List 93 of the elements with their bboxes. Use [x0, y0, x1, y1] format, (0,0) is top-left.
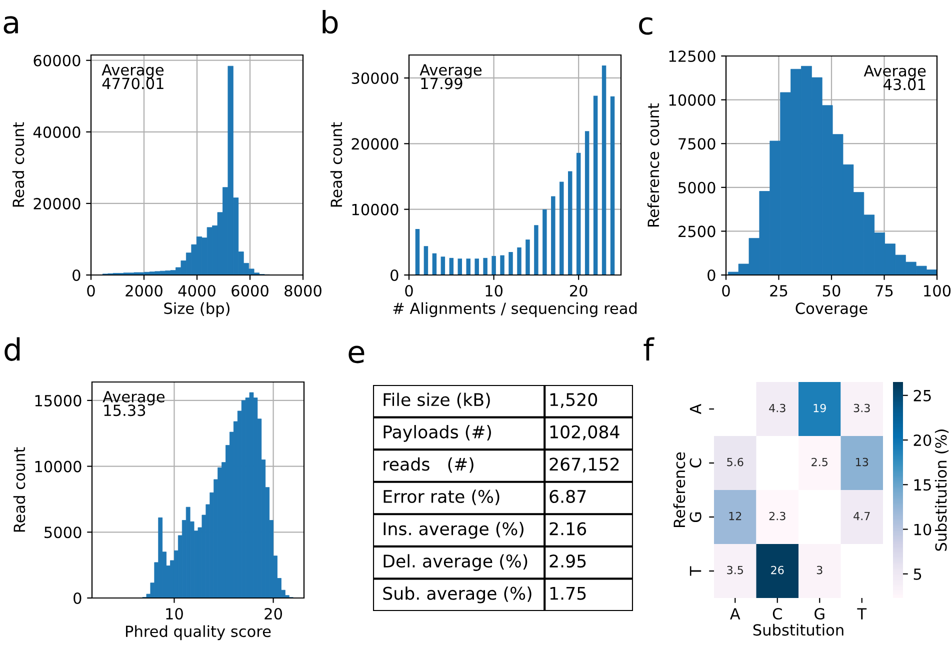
data-label: 3 [816, 566, 822, 574]
y-tick-label: A [690, 404, 702, 414]
x-tick-label: 75 [876, 285, 893, 297]
text: Error rate (%) [384, 490, 500, 506]
data-label: 4.7 [854, 512, 870, 520]
y-axis-title: Reference [673, 452, 686, 527]
text: reads (#) [384, 457, 474, 473]
data-label: 3.5 [727, 566, 743, 574]
x-tick-label: 10 [166, 608, 183, 620]
color-bar-label: 10 [914, 524, 932, 536]
y-tick-label: 0 [72, 269, 80, 282]
chart-title: b [322, 10, 338, 34]
x-tick-label: 10 [486, 284, 503, 297]
annotation: Average 15.33 [102, 391, 165, 416]
x-axis-title: Phred quality score [126, 625, 271, 640]
text: Ins. average (%) [384, 522, 524, 539]
y-tick-label: 5000 [44, 526, 82, 538]
y-tick-label: 20000 [34, 198, 80, 210]
x-axis-title: # Alignments / sequencing read [393, 302, 637, 318]
y-tick-label: G [690, 512, 702, 522]
y-tick-label: 12500 [669, 50, 716, 62]
color-bar-label: 15 [914, 479, 931, 491]
text: 267,152 [550, 458, 619, 473]
color-bar-label: 5 [914, 568, 922, 580]
chart-title: c [639, 17, 652, 35]
data-label: 13 [856, 458, 868, 466]
y-tick-label: 0 [390, 269, 398, 282]
y-tick-label: 10000 [35, 460, 82, 472]
chart-title: f [644, 337, 654, 361]
x-tick-label: G [814, 608, 824, 620]
y-axis-title: Reference count [647, 103, 660, 226]
y-tick-label: 0 [708, 269, 716, 282]
text: e [348, 346, 364, 364]
x-tick-label: 4000 [178, 284, 216, 297]
color-bar-label: 25 [914, 390, 931, 402]
x-tick-label: 100 [924, 284, 951, 297]
x-tick-label: 0 [87, 284, 95, 297]
y-tick-label: 10000 [352, 204, 398, 216]
x-tick-label: 8000 [284, 284, 322, 297]
data-label: 2.5 [812, 458, 828, 466]
data-label: 26 [771, 566, 784, 574]
y-tick-label: 2500 [678, 226, 716, 238]
text: 2.95 [550, 554, 586, 568]
y-tick-label: 30000 [352, 72, 398, 84]
y-tick-label: 10000 [669, 94, 716, 106]
text: 6.87 [550, 490, 586, 504]
text: File size (kB) [384, 392, 490, 408]
color-bar-title: Substitution (%) [934, 430, 949, 551]
y-tick-label: C [690, 458, 702, 468]
x-tick-label: 50 [822, 284, 840, 297]
x-axis-title: Coverage [796, 302, 868, 318]
x-tick-label: T [857, 608, 867, 620]
x-axis-title: Substitution [753, 624, 844, 636]
x-tick-label: 20 [570, 284, 588, 297]
data-label: 3.3 [854, 404, 870, 412]
text: Sub. average (%) [383, 586, 532, 604]
y-axis-title: Read count [330, 122, 342, 207]
y-tick-label: T [690, 566, 702, 576]
y-axis-title: Read count [12, 122, 24, 207]
text: Del. average (%) [384, 554, 528, 571]
y-axis-title: Read count [13, 447, 26, 532]
x-tick-label: 25 [770, 284, 788, 297]
text: 1,520 [550, 393, 598, 408]
data-label: 4.3 [769, 404, 786, 412]
text: 1.75 [550, 586, 586, 600]
y-tick-label: 60000 [34, 54, 80, 66]
annotation: Average 4770.01 [102, 64, 164, 90]
x-tick-label: 0 [722, 284, 730, 297]
annotation: Average 43.01 [864, 65, 926, 90]
text: 102,084 [550, 425, 620, 440]
y-tick-label: 20000 [352, 138, 398, 150]
chart-title: a [4, 16, 18, 34]
x-tick-label: 0 [405, 284, 413, 297]
data-label: 19 [814, 404, 826, 412]
y-tick-label: 40000 [33, 126, 80, 138]
y-tick-label: 0 [74, 592, 82, 604]
y-tick-label: 7500 [678, 138, 716, 150]
x-tick-label: 6000 [232, 284, 268, 297]
text: 2.16 [550, 522, 586, 536]
data-label: 2.3 [769, 512, 786, 520]
x-tick-label: 2000 [126, 284, 162, 297]
data-label: 5.6 [727, 458, 744, 466]
y-tick-label: 15000 [35, 394, 82, 406]
data-label: 12 [729, 512, 742, 520]
y-tick-label: 5000 [678, 182, 716, 194]
color-bar-label: 20 [914, 434, 932, 446]
x-tick-label: C [772, 608, 782, 620]
chart-title: d [4, 337, 20, 361]
x-tick-label: A [730, 608, 740, 620]
x-tick-label: 20 [264, 608, 282, 620]
x-axis-title: Size (bp) [164, 302, 230, 318]
text: Payloads (#) [384, 425, 491, 442]
annotation: Average 17.99 [420, 64, 482, 90]
